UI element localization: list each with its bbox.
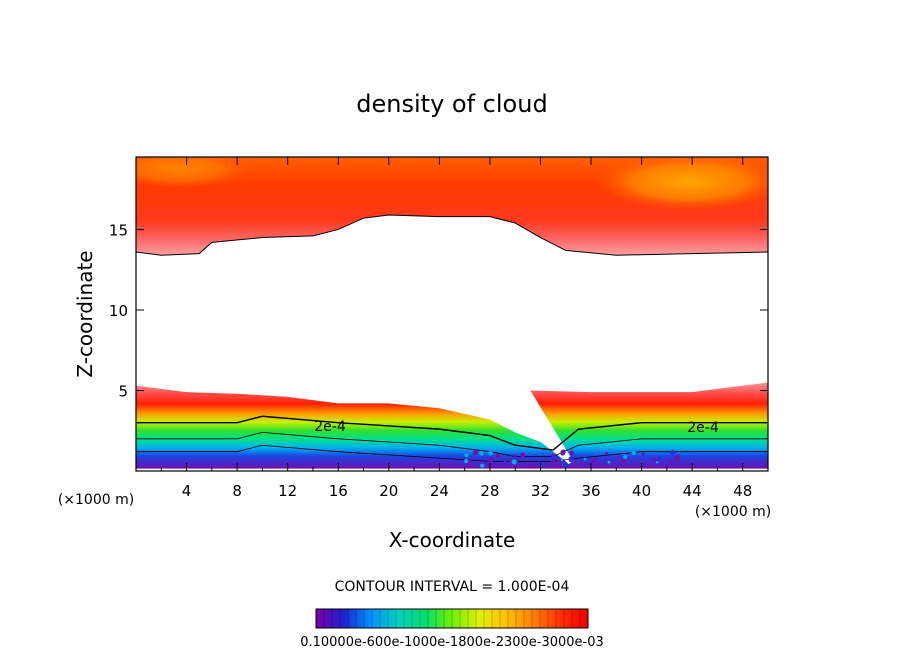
contour-label-right: 2e-4: [687, 420, 719, 436]
cloud-speck: [657, 456, 662, 461]
cloud-speck: [607, 460, 611, 464]
y-tick-label: 5: [118, 382, 128, 400]
colorbar-frame: [315, 608, 589, 629]
x-tick-label: 40: [632, 482, 651, 500]
x-unit-left: (×1000 m): [58, 492, 134, 508]
cloud-speck: [603, 462, 607, 466]
x-tick-label: 20: [379, 482, 398, 500]
y-axis-label: Z-coordinate: [73, 250, 97, 377]
cloud-speck: [495, 453, 501, 459]
cloud-speck: [617, 455, 621, 459]
plot-frame: [135, 156, 769, 472]
cloud-speck: [653, 457, 657, 461]
x-tick-label: 28: [480, 482, 499, 500]
cloud-speck: [655, 461, 659, 464]
cloud-speck: [674, 454, 680, 460]
cloud-speck: [631, 450, 636, 455]
contour-interval-text: CONTOUR INTERVAL = 1.000E-04: [335, 579, 570, 595]
cloud-speck: [480, 463, 484, 467]
colorbar-ticks: [323, 609, 581, 628]
cloud-speck: [464, 458, 469, 464]
cloud-speck: [569, 450, 575, 456]
cloud-speck: [567, 463, 572, 468]
contour-2e4-line: [136, 415, 768, 451]
x-tick-label: 36: [581, 482, 600, 500]
plot-area: 2e-4 2e-4: [136, 157, 768, 471]
y-axis-ticks: 5 10 15: [109, 221, 768, 400]
cloud-speck: [527, 463, 533, 468]
x-axis-ticks: 4 8 12 16 20 24 28 32 36 40 44 48: [160, 157, 752, 500]
cloud-speck: [628, 459, 633, 463]
upper-contour-line: [136, 214, 768, 256]
x-tick-label: 4: [182, 482, 192, 500]
cloud-speck: [557, 458, 562, 463]
cloud-speck: [670, 450, 676, 456]
cloud-speck: [623, 454, 628, 459]
cloud-speck: [560, 449, 566, 455]
cloud-speck: [503, 458, 508, 463]
upper-orange-core-left: [136, 157, 250, 188]
x-axis-label: X-coordinate: [389, 528, 516, 552]
cloud-speck: [511, 459, 517, 465]
cloud-speck: [514, 453, 517, 457]
cloud-speck: [641, 462, 645, 465]
cloud-speck: [520, 452, 526, 458]
cloud-speck: [591, 457, 597, 463]
cloud-speck: [596, 463, 601, 467]
cloud-speck: [480, 451, 484, 455]
y-tick-label: 15: [109, 221, 128, 239]
cloud-speck: [583, 457, 587, 461]
cloud-speck: [580, 459, 584, 463]
cloud-speck: [620, 458, 627, 464]
cloud-speck: [468, 459, 472, 464]
cloud-speck: [551, 456, 557, 462]
cloud-speck: [488, 450, 493, 456]
cloud-speck: [472, 449, 479, 456]
cloud-speck: [562, 461, 568, 467]
contour-label-left: 2e-4: [314, 419, 346, 435]
colorbar-labels: 0.10000e-600e-1000e-1800e-2300e-3000e-03: [300, 635, 604, 650]
x-tick-label: 8: [232, 482, 242, 500]
x-tick-label: 48: [733, 482, 752, 500]
cloud-speck: [464, 453, 469, 458]
cloud-speck: [556, 462, 563, 468]
x-tick-label: 32: [531, 482, 550, 500]
cloud-speck: [492, 462, 496, 465]
cloud-speck: [568, 457, 574, 463]
cloud-speck: [667, 459, 672, 464]
cloud-speck: [641, 452, 645, 456]
cloud-speck: [604, 451, 609, 456]
chart-title: density of cloud: [356, 90, 547, 118]
x-tick-label: 24: [430, 482, 449, 500]
y-tick-label: 10: [109, 302, 128, 320]
x-tick-label: 16: [329, 482, 348, 500]
x-tick-label: 12: [278, 482, 297, 500]
upper-orange-core: [595, 157, 768, 210]
x-unit-right: (×1000 m): [695, 504, 771, 520]
cloud-speck: [486, 457, 490, 462]
lower-cloud-layer: [136, 382, 768, 469]
x-tick-label: 44: [683, 482, 702, 500]
